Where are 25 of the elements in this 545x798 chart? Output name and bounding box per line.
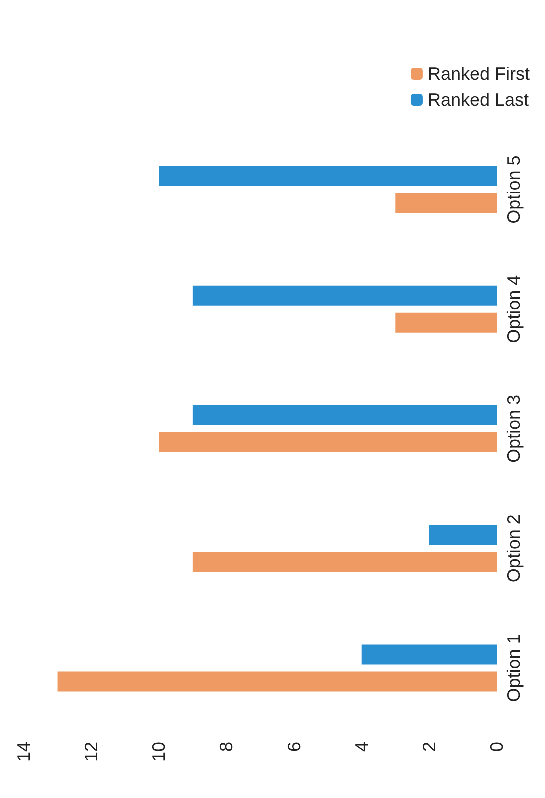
bar	[159, 432, 497, 452]
x-tick-label: 6	[284, 742, 304, 752]
x-tick-label: 2	[419, 742, 440, 752]
x-tick-label: 10	[149, 742, 170, 762]
y-tick-label: Option 2	[504, 514, 524, 583]
x-tick-label: 0	[487, 742, 507, 752]
legend-label: Ranked First	[428, 64, 530, 84]
bar	[396, 193, 497, 214]
bar	[192, 286, 497, 306]
legend-label: Ranked Last	[428, 90, 530, 110]
bar	[362, 644, 497, 665]
y-tick-label: Option 5	[504, 156, 524, 224]
bar	[58, 672, 497, 692]
bar	[192, 406, 497, 426]
x-tick-label: 14	[14, 742, 34, 762]
bar	[429, 525, 497, 546]
x-tick-label: 12	[82, 742, 102, 762]
bar	[192, 552, 497, 572]
bar	[159, 166, 497, 186]
x-tick-label: 4	[352, 742, 372, 752]
x-tick-label: 8	[216, 742, 237, 752]
bar	[396, 312, 497, 333]
y-tick-label: Option 4	[504, 275, 524, 344]
y-tick-label: Option 1	[504, 634, 524, 702]
y-tick-label: Option 3	[504, 394, 524, 464]
